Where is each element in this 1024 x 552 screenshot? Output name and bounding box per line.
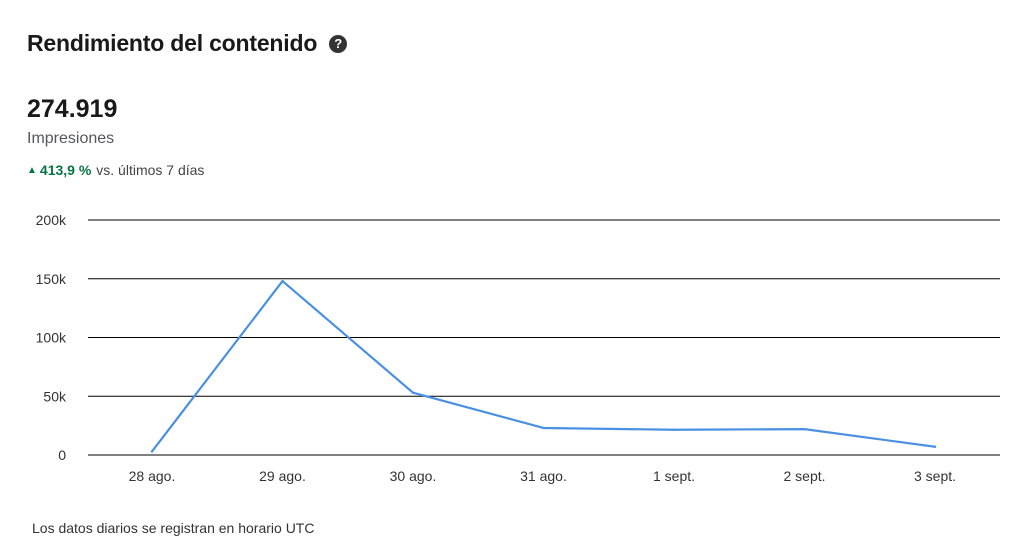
data-point xyxy=(411,391,415,394)
impressions-label: Impresiones xyxy=(27,130,115,147)
x-tick-label: 28 ago. xyxy=(129,468,176,484)
impressions-line-chart: 0 50k 100k 150k 200k 28 ago. 29 ago. 30 ago. 31 … xyxy=(36,212,1000,484)
data-point xyxy=(281,279,284,283)
footnote: Los datos diarios se registran en horari… xyxy=(32,520,315,536)
triangle-up-icon: ▲ xyxy=(27,164,37,176)
data-point xyxy=(542,426,545,430)
y-tick-label: 0 xyxy=(58,447,66,463)
data-point xyxy=(933,445,937,448)
y-tick-label: 200k xyxy=(36,212,67,228)
data-point xyxy=(803,427,806,431)
header: Rendimiento del contenido ? xyxy=(27,30,348,57)
change-percent: 413,9 % xyxy=(39,162,92,178)
change-comparison-text: vs. últimos 7 días xyxy=(96,162,205,178)
data-point xyxy=(150,450,154,453)
x-tick-label: 30 ago. xyxy=(390,468,437,484)
change-indicator: ▲ 413,9 % vs. últimos 7 días xyxy=(27,162,204,178)
x-tick-label: 2 sept. xyxy=(783,468,825,484)
series-line xyxy=(150,279,937,453)
help-icon[interactable]: ? xyxy=(329,34,348,53)
y-tick-label: 50k xyxy=(43,388,67,404)
x-tick-label: 1 sept. xyxy=(653,468,695,484)
y-tick-label: 150k xyxy=(36,271,67,287)
impressions-value: 274.919 xyxy=(27,95,118,123)
y-tick-label: 100k xyxy=(36,330,67,346)
x-tick-label: 3 sept. xyxy=(914,468,956,484)
x-tick-label: 29 ago. xyxy=(259,468,306,484)
page-title: Rendimiento del contenido xyxy=(27,30,318,56)
data-point xyxy=(672,428,676,431)
x-tick-label: 31 ago. xyxy=(520,468,567,484)
